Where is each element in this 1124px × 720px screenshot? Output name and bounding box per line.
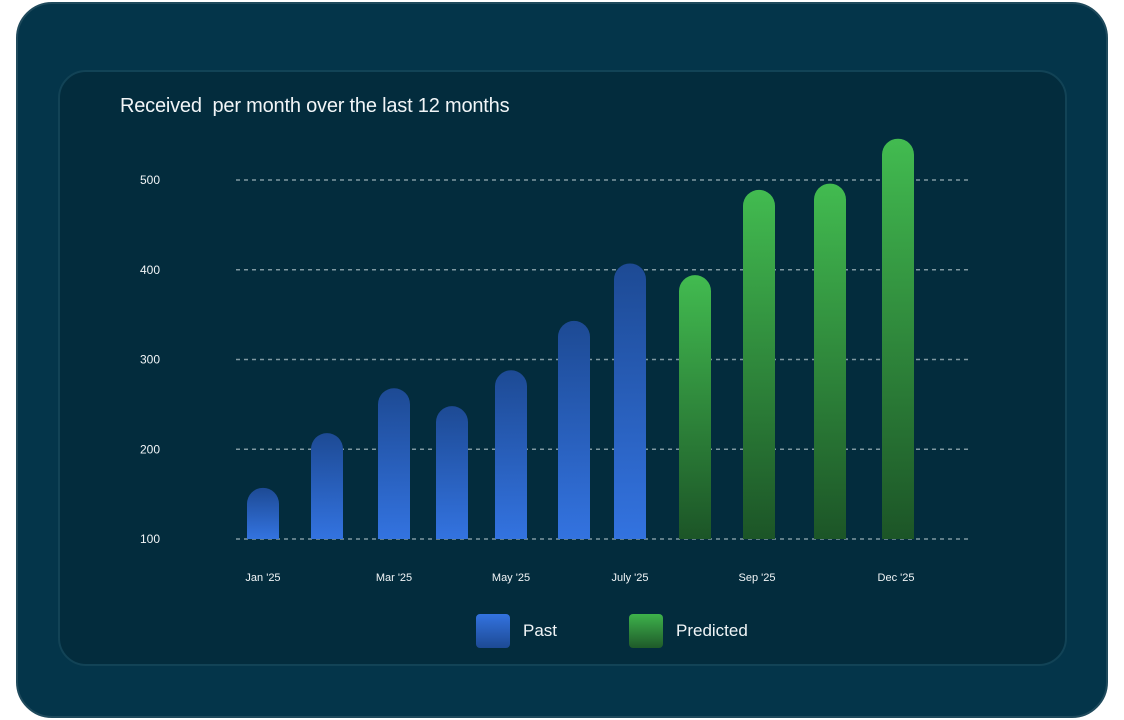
legend-label-past: Past: [523, 621, 558, 640]
y-tick-label: 300: [140, 353, 160, 367]
bar-predicted-8[interactable]: [679, 275, 711, 539]
legend-item-predicted: Predicted: [629, 613, 748, 649]
y-tick-label: 200: [140, 442, 160, 456]
bar-predicted-11[interactable]: [882, 138, 914, 539]
y-tick-label: 500: [140, 173, 160, 187]
bar-past-2[interactable]: [311, 433, 343, 539]
x-tick-label: July '25: [612, 572, 649, 584]
bar-past-4[interactable]: [436, 406, 468, 539]
legend-swatch-predicted: [629, 614, 663, 648]
chart-title: Received per month over the last 12 mont…: [120, 95, 510, 117]
bar-past-6[interactable]: [558, 320, 590, 539]
x-tick-label: Mar '25: [376, 572, 412, 584]
y-tick-label: 400: [140, 263, 160, 277]
bar-predicted-10[interactable]: [814, 183, 846, 539]
legend-label-predicted: Predicted: [676, 621, 748, 640]
x-tick-label: Jan '25: [245, 572, 280, 584]
bar-predicted-9[interactable]: [743, 189, 775, 539]
x-tick-label: Dec '25: [878, 572, 915, 584]
x-tick-label: Sep '25: [739, 572, 776, 584]
legend-swatch-past: [476, 614, 510, 648]
x-tick-label: May '25: [492, 572, 530, 584]
legend-item-past: Past: [476, 613, 557, 649]
bar-past-3[interactable]: [378, 388, 410, 539]
bar-past-5[interactable]: [495, 370, 527, 539]
bar-past-7[interactable]: [614, 263, 646, 539]
bar-past-1[interactable]: [247, 487, 279, 539]
y-tick-label: 100: [140, 532, 160, 546]
